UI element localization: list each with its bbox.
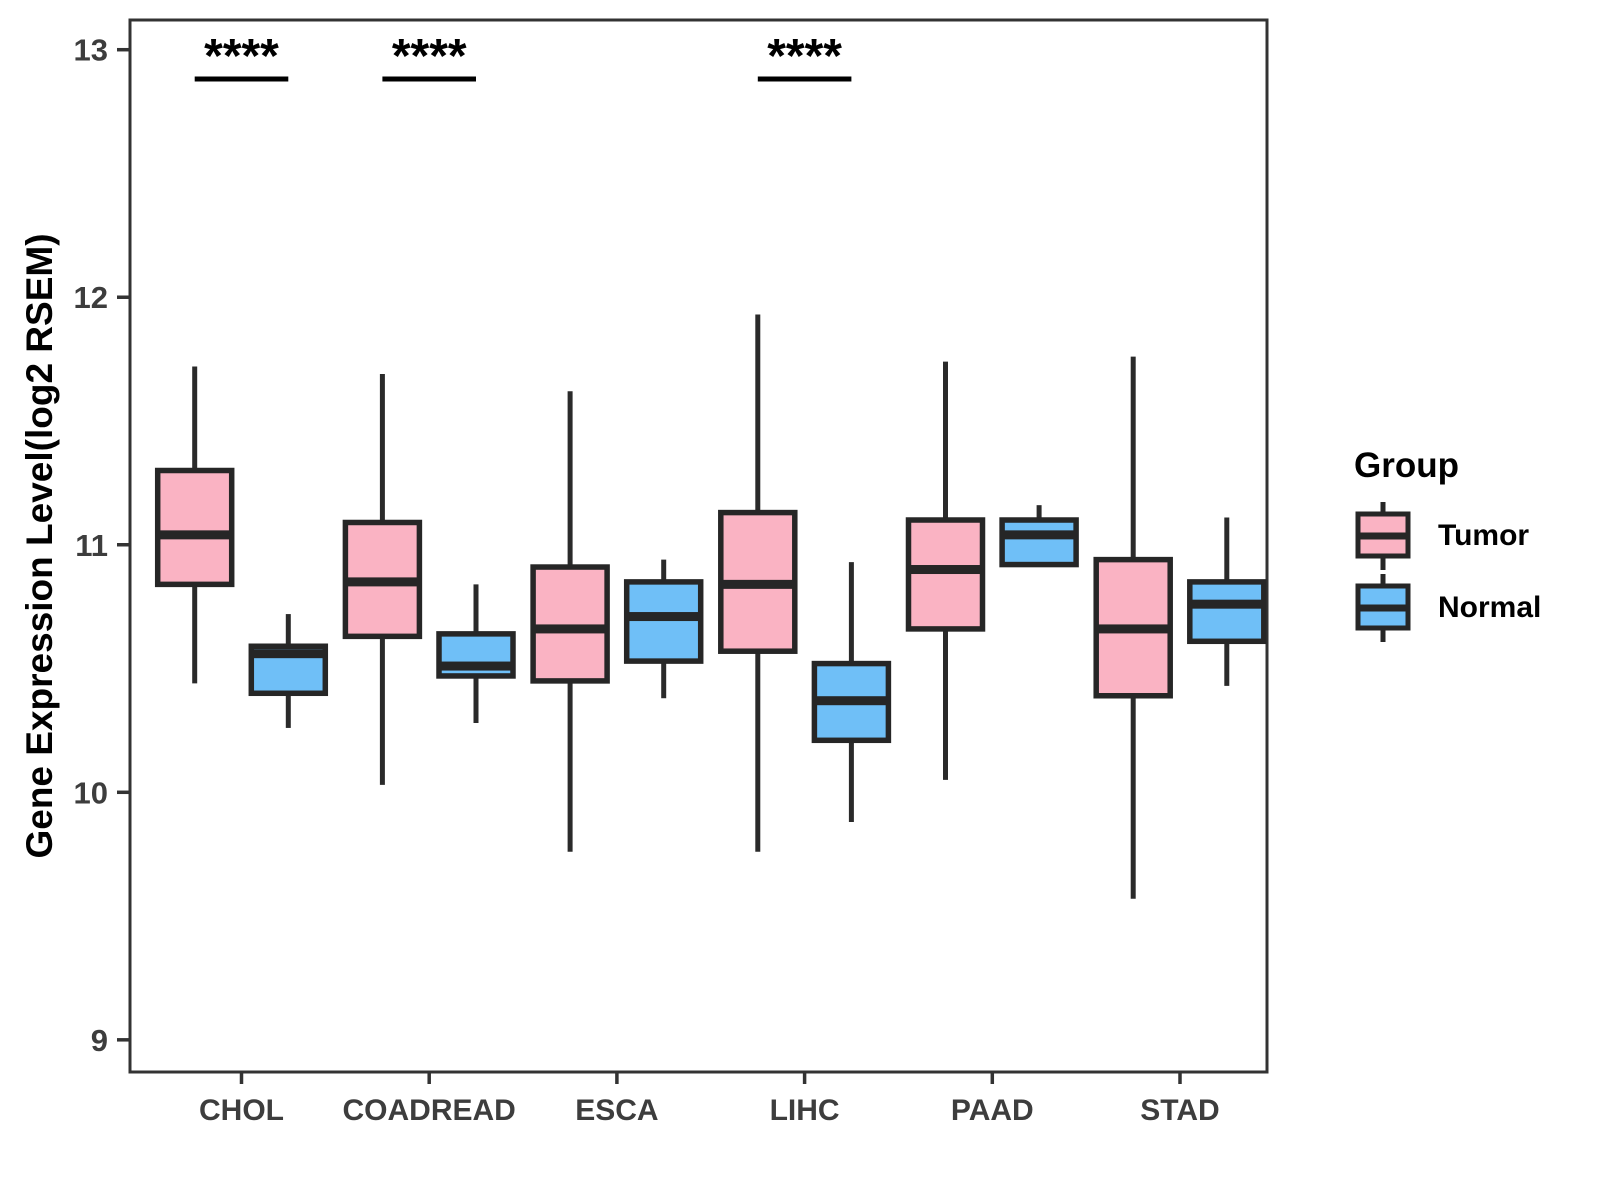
median-line-normal-ESCA <box>624 612 703 622</box>
box-normal-ESCA <box>623 579 704 664</box>
x-category-label: STAD <box>1140 1094 1219 1127</box>
box-normal-PAAD <box>999 517 1079 568</box>
legend-item-tumor: Tumor <box>1352 500 1541 572</box>
legend-title: Group <box>1354 446 1459 485</box>
median-line-normal-LIHC <box>812 696 891 706</box>
y-axis-title: Gene Expression Level(log2 RSEM) <box>19 233 60 859</box>
x-category-label: LIHC <box>770 1094 840 1127</box>
median-line-tumor-LIHC <box>718 579 797 589</box>
median-line-tumor-PAAD <box>906 565 985 575</box>
y-tick-label: 11 <box>75 528 108 563</box>
normal-boxplot-key-icon <box>1355 574 1411 642</box>
box-tumor-ESCA <box>530 564 610 684</box>
median-line-tumor-COADREAD <box>343 577 422 587</box>
box-tumor-PAAD <box>905 517 986 632</box>
x-category-label: PAAD <box>951 1094 1034 1127</box>
legend-label-normal: Normal <box>1438 591 1542 624</box>
y-tick-label: 10 <box>74 775 108 810</box>
median-line-normal-PAAD <box>1000 530 1079 540</box>
box-normal-STAD <box>1187 579 1267 645</box>
median-line-normal-CHOL <box>249 649 328 659</box>
y-tick-label: 9 <box>91 1023 108 1058</box>
median-line-tumor-CHOL <box>155 530 234 540</box>
significance-label-LIHC: **** <box>767 30 842 83</box>
x-category-label: ESCA <box>575 1094 658 1127</box>
box-tumor-CHOL <box>154 467 235 588</box>
y-tick-label: 13 <box>74 33 108 68</box>
x-category-label: COADREAD <box>343 1094 516 1127</box>
median-line-tumor-STAD <box>1094 624 1173 634</box>
panel-border <box>128 18 1269 1074</box>
legend-label-tumor: Tumor <box>1438 519 1530 552</box>
legend: Group Tumor Normal <box>1352 446 1541 644</box>
y-tick-label: 12 <box>74 280 108 315</box>
median-line-normal-STAD <box>1187 599 1266 609</box>
median-line-normal-COADREAD <box>437 661 515 671</box>
median-line-tumor-ESCA <box>531 624 610 634</box>
tumor-boxplot-key-icon <box>1355 502 1411 570</box>
legend-item-normal: Normal <box>1352 572 1541 644</box>
x-category-label: CHOL <box>199 1094 284 1127</box>
significance-label-COADREAD: **** <box>392 30 467 83</box>
significance-label-CHOL: **** <box>204 30 279 83</box>
